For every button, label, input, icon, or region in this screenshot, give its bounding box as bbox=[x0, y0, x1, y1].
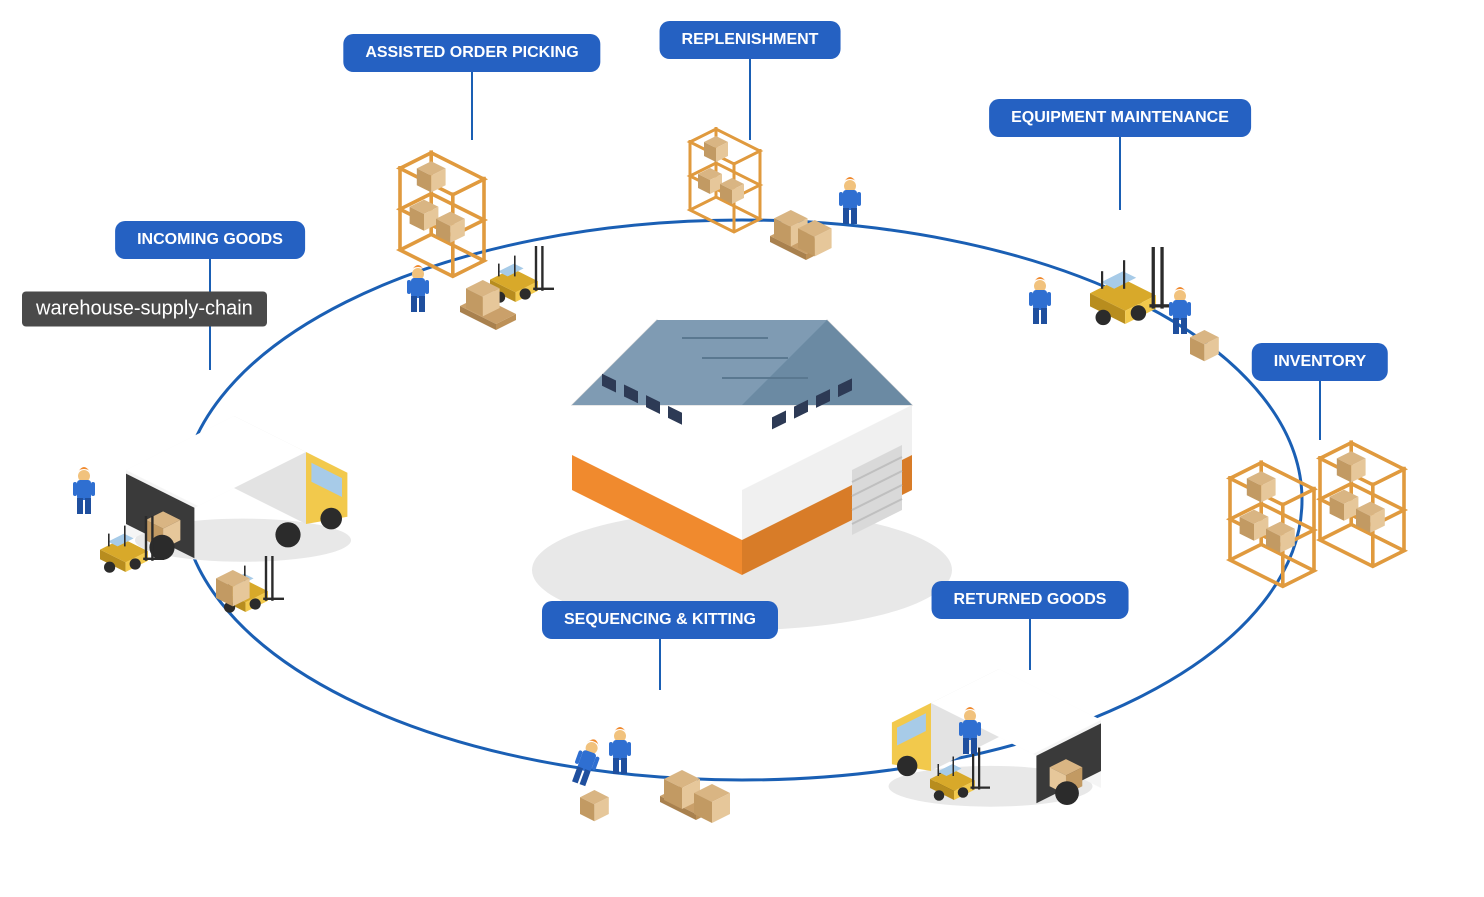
label-returned: RETURNED GOODS bbox=[932, 581, 1129, 619]
label-replenish: REPLENISHMENT bbox=[660, 21, 841, 59]
label-kitting: SEQUENCING & KITTING bbox=[542, 601, 778, 639]
label-picking: ASSISTED ORDER PICKING bbox=[343, 34, 600, 72]
inventory-art bbox=[1230, 440, 1404, 586]
label-maintenance: EQUIPMENT MAINTENANCE bbox=[989, 99, 1251, 137]
replenishment-art bbox=[690, 127, 861, 260]
returned-goods-art bbox=[889, 669, 1102, 807]
maintenance-art bbox=[1029, 247, 1219, 361]
label-incoming: INCOMING GOODS bbox=[115, 221, 305, 259]
incoming-goods-art bbox=[73, 416, 351, 613]
diagram-stage: INCOMING GOODS ASSISTED ORDER PICKING REPL… bbox=[0, 0, 1484, 897]
label-inventory: INVENTORY bbox=[1252, 343, 1388, 381]
warehouse-icon bbox=[532, 320, 952, 630]
diagram-svg bbox=[0, 0, 1484, 897]
image-alt-tooltip: warehouse-supply-chain bbox=[22, 292, 267, 327]
